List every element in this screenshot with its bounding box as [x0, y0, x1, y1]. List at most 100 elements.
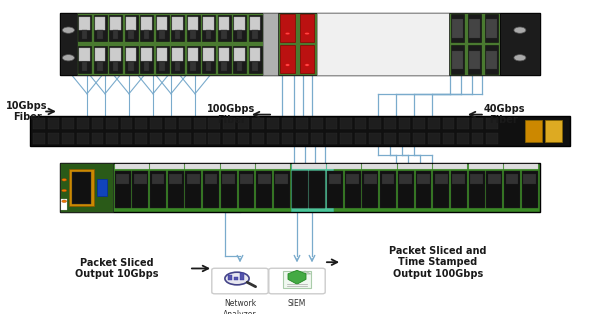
Bar [33, 133, 45, 144]
Bar [346, 174, 359, 184]
Circle shape [62, 27, 74, 33]
Bar [223, 174, 235, 184]
Bar [443, 133, 454, 144]
Bar [239, 171, 254, 208]
Bar [275, 174, 288, 184]
Bar [292, 171, 308, 208]
Bar [428, 133, 440, 144]
Bar [202, 46, 215, 73]
Circle shape [514, 27, 526, 33]
FancyBboxPatch shape [269, 268, 325, 294]
Bar [452, 174, 465, 184]
Text: 100Gbps
Fiber: 100Gbps Fiber [207, 104, 255, 125]
Bar [504, 164, 538, 169]
Bar [203, 48, 214, 61]
Circle shape [225, 272, 249, 285]
Bar [327, 171, 343, 208]
Bar [398, 171, 414, 208]
Bar [469, 164, 503, 169]
Bar [292, 171, 308, 208]
Bar [140, 15, 153, 41]
Bar [128, 30, 134, 39]
Bar [327, 164, 361, 169]
Bar [344, 171, 361, 208]
Bar [60, 163, 113, 212]
Bar [326, 133, 337, 144]
Bar [187, 174, 200, 184]
Bar [253, 62, 257, 71]
Bar [219, 48, 229, 61]
Bar [175, 62, 180, 71]
Bar [283, 271, 311, 288]
Bar [78, 15, 91, 41]
Bar [152, 174, 164, 184]
Circle shape [285, 32, 290, 35]
Bar [281, 118, 293, 129]
Bar [136, 118, 147, 129]
Text: 10Gbps
Fiber: 10Gbps Fiber [6, 101, 48, 122]
Bar [329, 174, 341, 184]
Bar [449, 13, 500, 75]
Bar [443, 118, 454, 129]
Bar [384, 133, 396, 144]
Bar [187, 46, 200, 73]
Bar [253, 118, 264, 129]
Bar [487, 133, 498, 144]
Bar [150, 171, 166, 208]
Bar [187, 15, 200, 41]
Bar [451, 45, 464, 74]
Bar [72, 172, 91, 203]
Bar [469, 19, 479, 38]
Bar [467, 14, 481, 42]
Bar [488, 174, 500, 184]
Bar [292, 164, 326, 169]
Bar [142, 48, 152, 61]
Bar [267, 118, 278, 129]
Bar [69, 169, 94, 206]
Bar [115, 171, 131, 208]
Bar [293, 174, 306, 184]
FancyBboxPatch shape [212, 268, 268, 294]
Bar [94, 46, 107, 73]
Bar [417, 174, 430, 184]
Bar [457, 133, 469, 144]
Bar [115, 164, 149, 169]
Bar [185, 171, 202, 208]
Circle shape [62, 200, 67, 203]
Bar [209, 118, 220, 129]
Bar [310, 171, 325, 208]
Bar [144, 30, 149, 39]
Circle shape [514, 55, 526, 61]
Bar [62, 133, 74, 144]
Text: Packet Sliced
Output 10Gbps: Packet Sliced Output 10Gbps [75, 258, 159, 279]
Bar [258, 174, 271, 184]
Bar [82, 62, 87, 71]
Bar [30, 116, 570, 146]
Bar [172, 48, 183, 61]
Text: Packet Sliced and
Time Stamped
Output 100Gbps: Packet Sliced and Time Stamped Output 10… [389, 246, 487, 279]
Bar [413, 118, 425, 129]
Bar [157, 48, 167, 61]
Bar [179, 133, 191, 144]
Bar [248, 46, 262, 73]
Bar [521, 171, 538, 208]
Bar [155, 15, 169, 41]
Bar [97, 30, 103, 39]
Polygon shape [288, 270, 306, 284]
Bar [194, 118, 206, 129]
Bar [78, 46, 91, 73]
Bar [280, 14, 295, 42]
Bar [300, 14, 314, 42]
Bar [500, 13, 540, 75]
Bar [91, 133, 103, 144]
Bar [469, 51, 479, 69]
Bar [190, 62, 196, 71]
Bar [398, 133, 410, 144]
Bar [179, 118, 191, 129]
Bar [433, 164, 467, 169]
Bar [150, 133, 162, 144]
Bar [280, 45, 295, 73]
Bar [248, 15, 262, 41]
Bar [472, 118, 484, 129]
Bar [238, 133, 250, 144]
